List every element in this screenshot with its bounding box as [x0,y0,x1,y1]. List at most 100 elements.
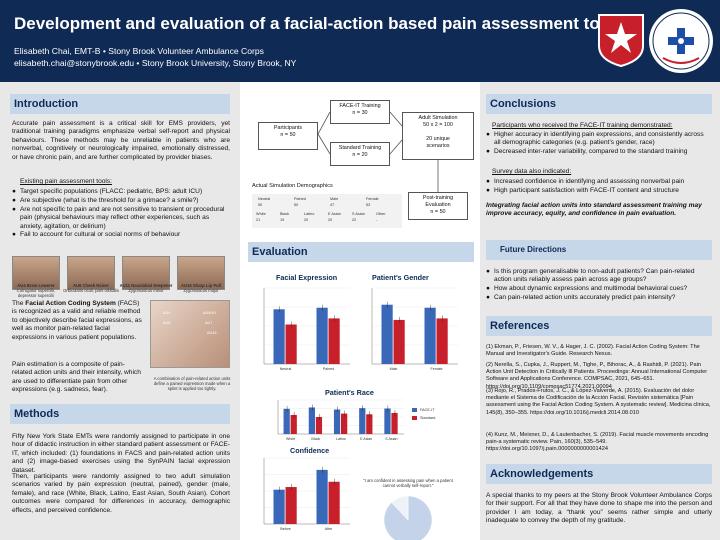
methods-paragraph-2: Then, participants were randomly assigne… [12,473,230,514]
bar-standard [285,487,297,524]
bar-face-it [283,408,290,434]
demographic-value: 21 [256,218,261,222]
acknowledgements-heading: Acknowledgements [486,464,712,484]
legend-standard: Standard [420,416,436,420]
poster-title: Development and evaluation of a facial-a… [14,14,615,33]
confidence-pie-chart [383,495,433,540]
photo-label-au9-10: AU9/10 [203,311,216,315]
conclusion-bullet: ● Decreased inter-rater variability, comp… [486,148,688,155]
photo-caption: A combination of pain-related action uni… [153,376,231,391]
race-bar-chart: White Black Latino E Asian S Asian [277,399,404,441]
au4-face-photo [12,256,60,290]
demographic-value: 19 [280,218,285,222]
expression-bar-chart: Neutral Pained [263,287,350,371]
tick-label: After [325,527,333,531]
tools-bullet: ● Are subjective (what is the threshold f… [12,197,199,204]
conclusion-bullet: ● Higher accuracy in identifying pain exp… [486,131,704,147]
demographic-value: - [376,218,378,222]
bar-standard [366,414,373,434]
reference-item: (4) Kunz, M., Meixner, D., & Lautenbache… [486,432,709,453]
adult-simulation-box: Adult Simulation 50 x 2 = 100 20 unique … [402,112,474,160]
demographic-label: Latino [304,212,315,216]
demographic-label: Pained [294,197,306,201]
demographic-label: S Asian [352,212,365,216]
tools-bullet: ● Target specific populations (FLACC: ped… [12,188,203,195]
demographics-title: Actual Simulation Demographics [252,183,333,189]
composite-paragraph: Pain estimation is a composite of pain-r… [12,361,141,394]
survey-bullet: ● High participant satisfaction with FACE… [486,187,679,194]
bar-face-it [424,307,436,364]
demographic-value: 53 [366,203,371,207]
conclusions-heading: Conclusions [486,94,712,114]
pie-slice [383,495,433,540]
confidence-quote: "I am confident in assessing pain when a… [363,478,453,488]
bar-face-it [316,469,328,524]
demographic-value: 22 [352,218,357,222]
demographic-label: Neutral [258,197,271,201]
bar-face-it [273,489,285,524]
face-it-training-box: FACE-IT Training n = 30 [330,100,390,124]
future-bullet: ● How about dynamic expressions and multi… [486,285,688,292]
methods-heading: Methods [10,404,230,424]
reference-item: (2) Nerella, S., Cupka, J., Ruppert, M.,… [486,362,708,390]
legend-swatch-face-it [412,408,417,412]
demographic-value: 50 [294,203,299,207]
future-directions-heading: Future Directions [486,240,712,260]
demographic-label: Male [330,197,339,201]
participants-box: Participants n = 50 [258,122,318,150]
tools-bullet: ● Fail to account for cultural or social … [12,231,181,238]
survey-bullet: ● Increased confidence in identifying and… [486,178,685,185]
bar-standard [391,412,398,434]
standard-training-box: Standard Training n = 20 [330,142,390,166]
tick-label: Female [431,367,443,371]
stony-brook-star-logo [598,14,644,68]
au4-muscle: Corrugator supercilii, depressor superci… [16,288,56,298]
au11-muscle: Zygomaticus minor [128,288,164,293]
photo-label-au6: AU6 [163,321,171,325]
au6-label: AU6 Cheek Raiser [72,283,110,288]
demographic-value: 47 [330,203,335,207]
demographic-label: Black [280,212,290,216]
tick-label: Pained [323,367,334,371]
bar-standard [393,319,405,364]
tick-label: Before [280,527,291,531]
right-column: Conclusions Participants who received th… [480,82,720,540]
demographic-label: Female [366,197,379,201]
tick-label: White [286,437,295,441]
ambulance-corps-seal [649,9,713,73]
poster-header: Development and evaluation of a facial-a… [0,0,720,82]
legend-face-it: FACE-IT [420,408,435,412]
chart-title-gender: Patient's Gender [372,273,429,282]
tools-heading: Existing pain assessment tools: [20,178,112,185]
bar-face-it [308,407,315,434]
tools-bullet: ● Are not specific to pain and are not se… [12,206,225,230]
flow-arrows [317,111,439,192]
bar-face-it [273,309,285,364]
gender-bar-chart: Male Female [371,287,458,371]
demographic-value: 20 [304,218,309,222]
chart-title-confidence: Confidence [290,446,330,455]
au6-face-photo [67,256,115,290]
au4-label: AU4 Brow Lowerer [17,283,55,288]
reference-item: (3) Rojo, R., Prados-Frutos, J. C., & Ló… [486,388,711,416]
bar-standard [285,324,297,364]
chart-title-race: Patient's Race [325,388,374,397]
conclusion-statement: Integrating facial action units into sta… [486,202,702,218]
reference-item: (1) Ekman, P., Friesen, W. V., & Hager, … [486,344,700,358]
photo-label-au4: AU4 [163,311,171,315]
legend-swatch-standard [412,416,417,420]
introduction-heading: Introduction [10,94,230,114]
au6-muscle: Orbicularis oculi, pars orbitalis [63,288,119,293]
tick-label: Latino [336,437,346,441]
tick-label: E Asian [360,437,372,441]
bar-standard [315,417,323,434]
future-bullet: ● Is this program generalisable to non-ad… [486,268,695,284]
tick-label: Black [311,437,320,441]
au15-muscle: Zygomaticus major [183,288,219,293]
methods-paragraph-1: Fifty New York State EMTs were randomly … [12,433,230,474]
bar-standard [328,481,340,524]
au15-face-photo [177,256,225,290]
photo-label-au43: AU43 [207,331,217,335]
au11-face-photo [122,256,170,290]
pained-face-photo: AU4 AU6 AU9/10 AU7 AU43 [150,300,230,368]
